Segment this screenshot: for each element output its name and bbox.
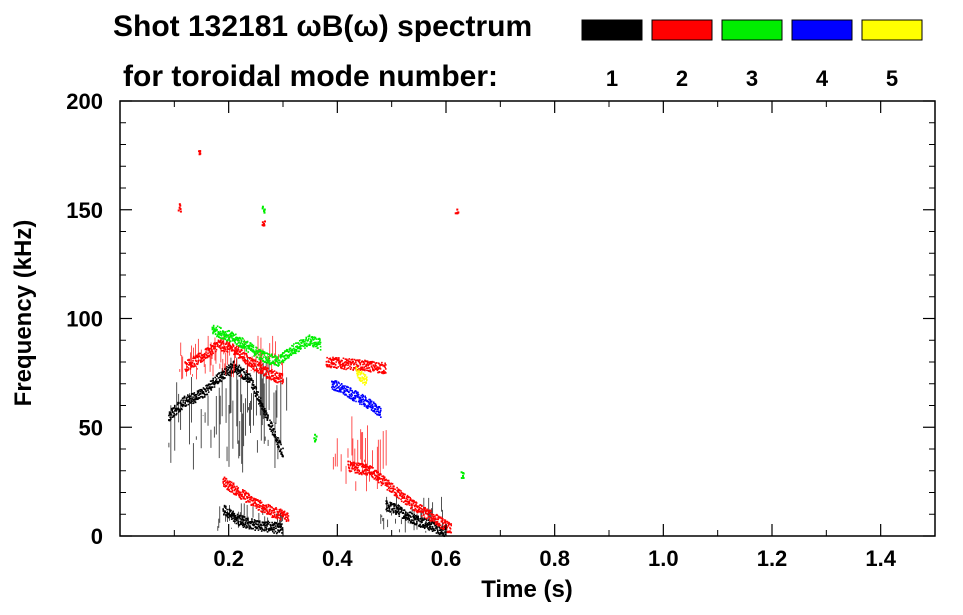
chart-subtitle: for toroidal mode number:: [123, 60, 498, 93]
legend-label-mode-2: 2: [676, 66, 688, 91]
y-axis-label: Frequency (kHz): [10, 220, 37, 407]
x-tick-label: 1.4: [865, 546, 896, 571]
x-tick-label: 0.6: [431, 546, 462, 571]
legend-swatch-mode-4: [792, 20, 852, 40]
y-tick-label: 100: [66, 307, 103, 332]
legend-swatch-mode-3: [722, 20, 782, 40]
y-tick-label: 200: [66, 89, 103, 114]
y-tick-label: 50: [79, 415, 103, 440]
x-axis-label: Time (s): [481, 576, 573, 603]
legend-swatch-mode-2: [652, 20, 712, 40]
legend-swatch-mode-5: [862, 20, 922, 40]
x-tick-label: 0.2: [213, 546, 244, 571]
legend-label-mode-3: 3: [746, 66, 758, 91]
legend-label-mode-4: 4: [816, 66, 829, 91]
x-tick-label: 0.8: [539, 546, 570, 571]
legend-swatch-mode-1: [582, 20, 642, 40]
legend-label-mode-5: 5: [886, 66, 898, 91]
legend: 1 2 3 4 5: [582, 20, 922, 91]
plot-area: [120, 101, 935, 536]
x-tick-label: 1.2: [757, 546, 788, 571]
x-tick-label: 1.0: [648, 546, 679, 571]
y-tick-label: 0: [91, 524, 103, 549]
x-tick-label: 0.4: [322, 546, 353, 571]
legend-label-mode-1: 1: [606, 66, 618, 91]
plot-frame: [120, 101, 935, 536]
chart-title: Shot 132181 ωB(ω) spectrum: [113, 10, 532, 43]
y-tick-label: 150: [66, 198, 103, 223]
title-group: Shot 132181 ωB(ω) spectrum for toroidal …: [113, 10, 532, 93]
